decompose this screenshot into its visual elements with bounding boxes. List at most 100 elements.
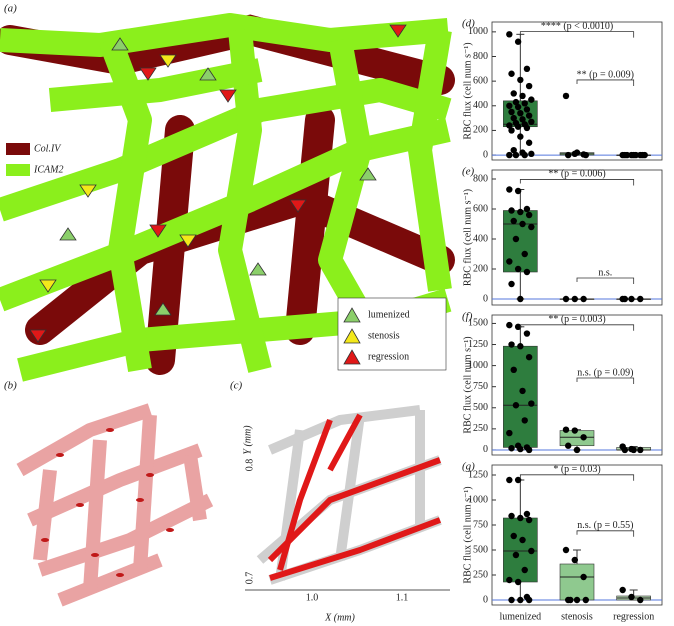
data-point — [506, 102, 513, 109]
panel-label: (d) — [462, 18, 475, 30]
y-tick-label: 800 — [473, 51, 488, 62]
data-point — [528, 150, 535, 158]
data-point — [637, 295, 644, 303]
x-tick-label: lumenized — [500, 611, 542, 622]
significance-bracket — [576, 79, 635, 86]
data-point — [508, 127, 515, 134]
tick-label: 1.1 — [396, 592, 409, 603]
significance-bracket — [519, 324, 635, 331]
data-point — [523, 205, 531, 213]
panel-label: (a) — [4, 3, 17, 15]
data-point — [506, 258, 513, 265]
significance-label: n.s. (p = 0.55) — [577, 520, 633, 531]
data-point — [508, 108, 515, 116]
data-point — [619, 586, 626, 594]
y-axis-label: RBC flux (cell num s⁻¹) — [462, 336, 473, 433]
y-tick-label: 400 — [473, 233, 488, 244]
data-point — [517, 133, 524, 140]
data-point — [521, 151, 528, 159]
data-point — [525, 112, 533, 119]
data-point — [506, 429, 513, 437]
data-point — [641, 151, 648, 159]
significance-label: ** (p = 0.003) — [548, 314, 605, 325]
data-point — [508, 596, 515, 604]
significance-label: * (p = 0.03) — [553, 464, 600, 475]
data-point — [510, 532, 517, 540]
y-tick-label: 1000 — [468, 360, 488, 371]
data-point — [562, 426, 570, 433]
y-tick-label: 500 — [473, 544, 488, 555]
data-point — [637, 446, 644, 454]
data-point — [580, 295, 587, 303]
data-point — [517, 109, 524, 117]
data-point — [512, 551, 520, 559]
y-tick-label: 1500 — [468, 318, 488, 329]
data-point — [506, 576, 513, 584]
x-tick-label: stenosis — [561, 611, 593, 622]
panel-label: (c) — [230, 380, 243, 392]
data-point — [523, 65, 531, 73]
data-point — [628, 593, 635, 601]
data-point — [525, 82, 533, 90]
data-point — [512, 402, 520, 409]
data-point — [623, 151, 631, 159]
data-point — [562, 295, 570, 303]
data-point — [506, 321, 513, 329]
tick-label: 0.8 — [244, 459, 255, 472]
data-point — [525, 596, 533, 604]
data-point — [521, 417, 528, 424]
data-point — [525, 353, 533, 361]
data-point — [582, 151, 589, 159]
significance-bracket — [519, 179, 635, 186]
legend-label: ICAM2 — [33, 164, 63, 175]
data-point — [514, 476, 522, 484]
legend-label: Col.IV — [34, 143, 62, 154]
y-tick-label: 600 — [473, 203, 488, 214]
data-point — [521, 566, 528, 574]
data-point — [517, 445, 524, 453]
significance-bracket — [576, 530, 635, 537]
data-point — [510, 217, 517, 225]
data-point — [528, 400, 535, 407]
data-point — [519, 92, 526, 100]
data-point — [514, 578, 522, 586]
data-point — [514, 38, 522, 45]
data-point — [519, 116, 526, 123]
significance-bracket — [519, 31, 635, 38]
data-point — [528, 96, 535, 103]
axis-label: Y (mm) — [242, 425, 253, 455]
data-point — [525, 446, 533, 454]
data-point — [525, 211, 533, 219]
data-point — [517, 76, 524, 84]
data-point — [562, 92, 570, 100]
data-point — [521, 100, 528, 107]
panel-b-image — [16, 403, 214, 607]
panel-a-image — [0, 13, 455, 382]
y-tick-label: 0 — [483, 444, 488, 455]
panel-label: (e) — [462, 166, 475, 178]
data-point — [506, 122, 513, 129]
significance-bracket — [519, 474, 635, 481]
data-point — [571, 295, 578, 303]
y-tick-label: 600 — [473, 75, 488, 86]
y-tick-label: 0 — [483, 149, 488, 160]
data-point — [514, 323, 522, 331]
data-point — [519, 536, 526, 544]
data-point — [562, 546, 570, 554]
data-point — [506, 476, 513, 484]
data-point — [632, 151, 640, 159]
significance-label: ** (p = 0.009) — [577, 69, 634, 80]
data-point — [506, 31, 513, 38]
significance-label: ** (p = 0.006) — [548, 169, 605, 180]
tick-label: 0.7 — [244, 572, 255, 585]
significance-bracket — [576, 277, 635, 284]
data-point — [525, 139, 533, 146]
significance-label: **** (p < 0.0010) — [541, 21, 613, 32]
data-point — [565, 442, 572, 449]
data-point — [517, 343, 524, 350]
data-point — [523, 124, 531, 132]
tick-label: 1.0 — [306, 592, 319, 603]
y-tick-label: 400 — [473, 100, 488, 111]
data-point — [512, 98, 520, 106]
